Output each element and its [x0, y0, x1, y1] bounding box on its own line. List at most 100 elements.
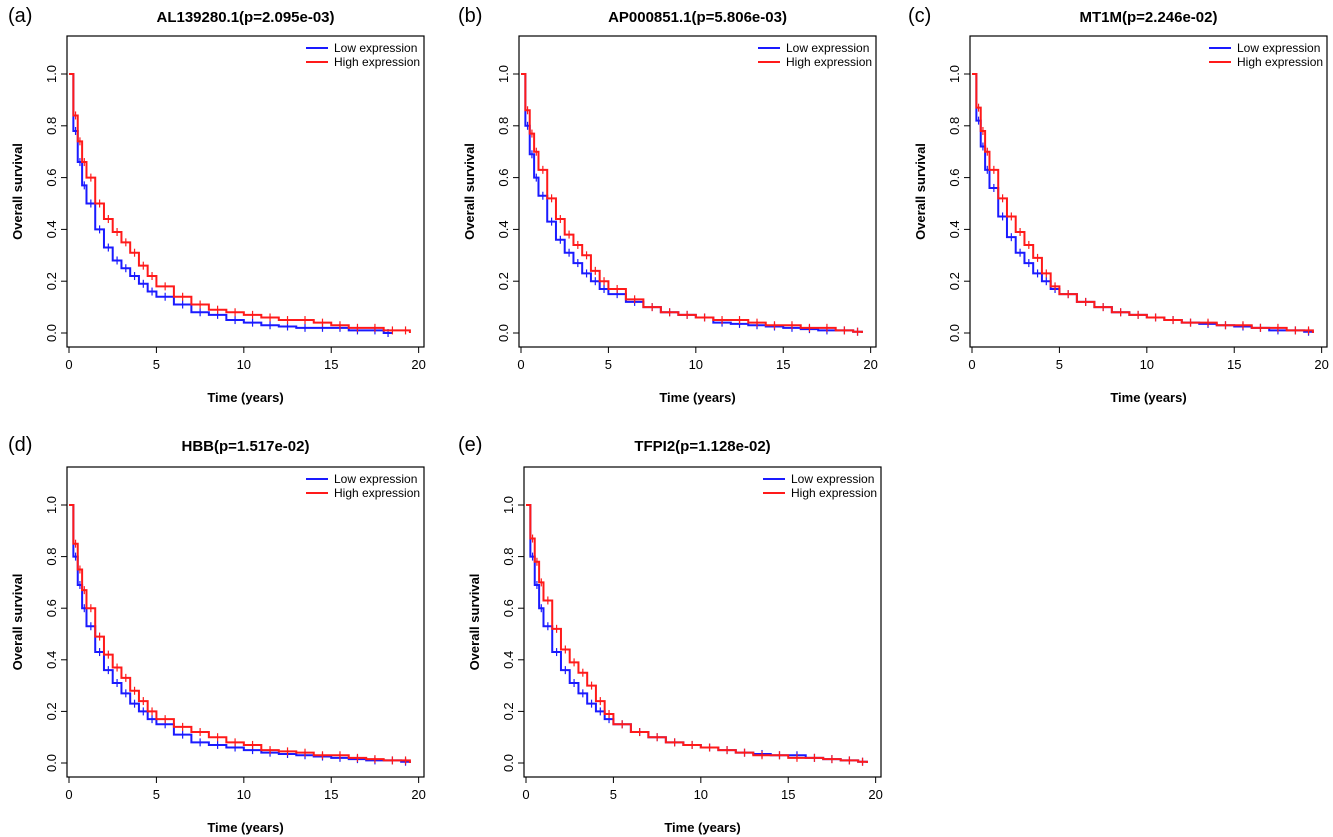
x-tick-label: 15	[324, 787, 338, 802]
survival-curve-low	[521, 73, 863, 333]
x-tick-label: 15	[324, 357, 338, 372]
x-tick-label: 5	[153, 787, 160, 802]
x-tick-label: 10	[237, 357, 251, 372]
panel-letter: (c)	[908, 5, 931, 27]
y-tick-label: 0.8	[44, 548, 59, 566]
x-tick-label: 20	[411, 357, 425, 372]
plot-frame	[66, 466, 425, 778]
panel-letter: (b)	[458, 5, 482, 27]
x-tick-label: 5	[605, 357, 612, 372]
x-axis-label: Time (years)	[1110, 390, 1186, 405]
x-axis-label: Time (years)	[664, 820, 740, 835]
y-tick-label: 0.2	[501, 702, 516, 720]
x-tick-label: 10	[689, 357, 703, 372]
x-tick-label: 20	[868, 787, 882, 802]
x-axis-label: Time (years)	[659, 390, 735, 405]
x-tick-label: 5	[153, 357, 160, 372]
survival-curve-high	[69, 73, 411, 333]
legend-label-low: Low expression	[791, 472, 874, 486]
y-tick-label: 0.2	[44, 272, 59, 290]
x-tick-label: 10	[237, 787, 251, 802]
legend-label-high: High expression	[1237, 55, 1323, 69]
chart-title: MT1M(p=2.246e-02)	[1080, 9, 1218, 26]
x-tick-label: 0	[522, 787, 529, 802]
x-tick-label: 15	[776, 357, 790, 372]
y-tick-label: 0.0	[947, 324, 962, 342]
y-tick-label: 1.0	[947, 65, 962, 83]
survival-curve-low	[526, 504, 868, 763]
legend-label-high: High expression	[786, 55, 872, 69]
x-tick-label: 20	[1314, 357, 1328, 372]
chart-title: TFPI2(p=1.128e-02)	[634, 438, 770, 455]
y-tick-label: 1.0	[501, 496, 516, 514]
legend-label-high: High expression	[791, 486, 877, 500]
x-tick-label: 10	[1140, 357, 1154, 372]
panel-d: (d) HBB(p=1.517e-02) 0 5 10 15 20 0.0 0.2 0.4 0.6 0…	[8, 434, 426, 835]
panel-letter: (a)	[8, 5, 32, 27]
y-tick-label: 1.0	[496, 65, 511, 83]
y-tick-label: 0.0	[496, 324, 511, 342]
chart-title: AL139280.1(p=2.095e-03)	[156, 9, 334, 26]
x-tick-label: 20	[863, 357, 877, 372]
legend-label-high: High expression	[334, 486, 420, 500]
x-tick-label: 5	[1056, 357, 1063, 372]
panel-a: (a) AL139280.1(p=2.095e-03) 0 5 10 15 20 0.0 0.2…	[8, 5, 426, 405]
legend-label-low: Low expression	[334, 472, 417, 486]
y-tick-label: 0.0	[44, 754, 59, 772]
survival-curve-high	[521, 73, 863, 333]
x-tick-label: 5	[610, 787, 617, 802]
legend-label-low: Low expression	[786, 41, 869, 55]
panel-e: (e) TFPI2(p=1.128e-02) 0 5 10 15 20 0.0 0.2 0.4 0.…	[458, 434, 883, 835]
y-tick-label: 1.0	[44, 65, 59, 83]
x-axis-label: Time (years)	[207, 820, 283, 835]
plot-frame	[518, 35, 877, 348]
survival-curve-high	[69, 504, 411, 763]
x-tick-label: 15	[781, 787, 795, 802]
plot-frame	[969, 35, 1328, 348]
x-tick-label: 0	[968, 357, 975, 372]
y-axis-label: Overall survival	[467, 574, 482, 671]
y-tick-label: 0.8	[501, 548, 516, 566]
survival-curve-low	[69, 73, 393, 334]
panel-c: (c) MT1M(p=2.246e-02) 0 5 10 15 20 0.0 0.2 0.4 0.6…	[908, 5, 1329, 405]
x-axis-label: Time (years)	[207, 390, 283, 405]
y-tick-label: 0.4	[496, 220, 511, 238]
y-tick-label: 0.2	[947, 272, 962, 290]
x-tick-label: 20	[411, 787, 425, 802]
x-tick-label: 0	[517, 357, 524, 372]
x-tick-label: 15	[1227, 357, 1241, 372]
panel-letter: (e)	[458, 434, 482, 456]
y-tick-label: 0.8	[947, 117, 962, 135]
y-tick-label: 0.4	[501, 651, 516, 669]
panel-letter: (d)	[8, 434, 32, 456]
y-tick-label: 0.6	[44, 599, 59, 617]
y-tick-label: 0.4	[947, 220, 962, 238]
y-tick-label: 0.6	[44, 169, 59, 187]
survival-curve-low	[972, 73, 1314, 333]
y-tick-label: 0.8	[44, 117, 59, 135]
y-tick-label: 0.0	[44, 324, 59, 342]
chart-title: AP000851.1(p=5.806e-03)	[608, 9, 787, 26]
survival-curve-high	[972, 73, 1314, 333]
chart-title: HBB(p=1.517e-02)	[182, 438, 310, 455]
y-axis-label: Overall survival	[10, 574, 25, 671]
y-tick-label: 0.6	[496, 169, 511, 187]
x-tick-label: 10	[694, 787, 708, 802]
plot-frame	[523, 466, 882, 778]
plot-frame	[66, 35, 425, 348]
y-tick-label: 0.0	[501, 754, 516, 772]
survival-curve-high	[526, 504, 868, 763]
y-tick-label: 0.6	[947, 169, 962, 187]
y-tick-label: 0.2	[496, 272, 511, 290]
y-tick-label: 0.8	[496, 117, 511, 135]
y-tick-label: 1.0	[44, 496, 59, 514]
legend-label-high: High expression	[334, 55, 420, 69]
panel-b: (b) AP000851.1(p=5.806e-03) 0 5 10 15 20 0.0 0.2…	[458, 5, 878, 405]
y-tick-label: 0.6	[501, 599, 516, 617]
y-tick-label: 0.4	[44, 651, 59, 669]
y-tick-label: 0.2	[44, 702, 59, 720]
x-tick-label: 0	[65, 787, 72, 802]
y-axis-label: Overall survival	[462, 143, 477, 240]
y-axis-label: Overall survival	[913, 143, 928, 240]
